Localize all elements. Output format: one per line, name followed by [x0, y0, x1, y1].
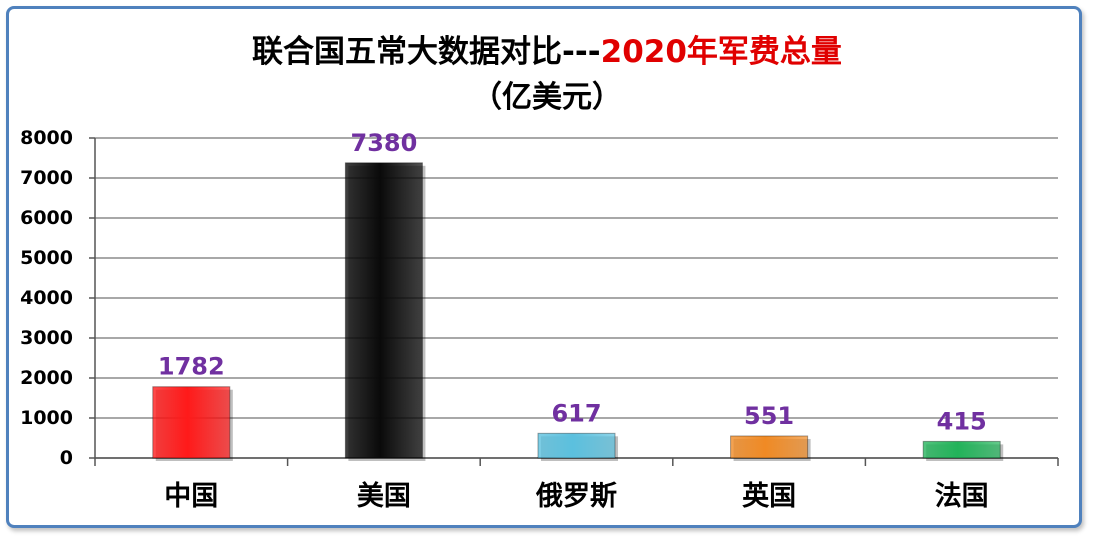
y-tick-label: 1000 — [20, 407, 73, 429]
bar — [730, 435, 809, 459]
data-label: 7380 — [351, 129, 418, 157]
chart-title-highlight: 2020年军费总量 — [600, 34, 842, 70]
bar — [537, 432, 616, 459]
bar — [344, 162, 423, 459]
bar — [152, 386, 231, 459]
x-tick-label: 俄罗斯 — [535, 481, 617, 512]
data-label: 551 — [744, 402, 794, 430]
chart-subtitle: （亿美元） — [472, 80, 622, 115]
x-tick-label: 英国 — [742, 481, 796, 512]
chart-title: 联合国五常大数据对比---2020年军费总量 — [0, 26, 1094, 71]
y-tick-label: 8000 — [20, 127, 73, 149]
y-tick-label: 0 — [60, 447, 73, 469]
y-tick-label: 7000 — [20, 167, 73, 189]
x-tick-label: 中国 — [164, 481, 218, 512]
chart-title-main: 联合国五常大数据对比--- — [252, 34, 601, 70]
y-tick-label: 4000 — [20, 287, 73, 309]
y-tick-label: 6000 — [20, 207, 73, 229]
y-tick-label: 2000 — [20, 367, 73, 389]
data-label: 617 — [551, 399, 601, 427]
data-label: 1782 — [158, 353, 225, 381]
x-tick-label: 法国 — [935, 481, 989, 512]
x-tick-label: 美国 — [357, 480, 411, 512]
y-tick-label: 5000 — [20, 247, 73, 269]
bar — [922, 440, 1001, 459]
y-tick-label: 3000 — [20, 327, 73, 349]
data-label: 415 — [937, 407, 987, 435]
